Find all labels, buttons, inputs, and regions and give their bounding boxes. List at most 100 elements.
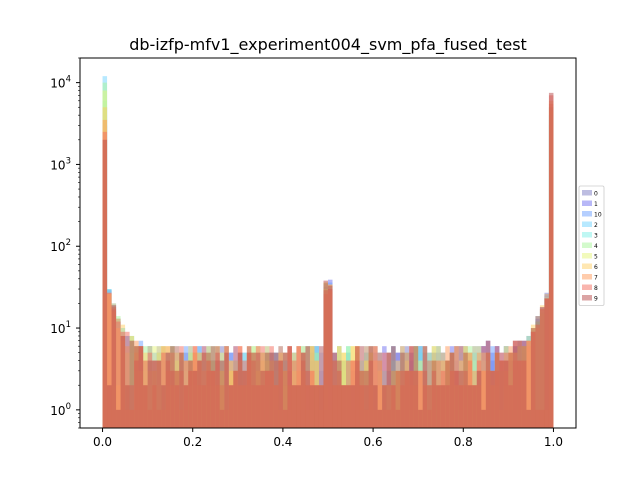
histogram-bar xyxy=(337,360,342,428)
histogram-bar xyxy=(512,340,518,428)
histogram-bar xyxy=(458,370,464,428)
histogram-bar xyxy=(418,370,423,428)
histogram-bars xyxy=(102,76,554,428)
histogram-bar xyxy=(364,370,369,428)
histogram-bar xyxy=(526,340,531,428)
histogram-bar xyxy=(210,346,216,428)
histogram-bar xyxy=(138,346,144,428)
histogram-bar xyxy=(206,352,211,428)
histogram-bar xyxy=(449,352,455,428)
histogram-bar xyxy=(323,280,328,428)
histogram-bar xyxy=(413,346,419,428)
legend-label: 1 xyxy=(594,201,598,208)
legend-swatch xyxy=(582,274,592,280)
histogram-bar xyxy=(494,352,500,428)
histogram-bar xyxy=(309,385,315,428)
histogram-bar xyxy=(422,346,428,428)
histogram-bar xyxy=(125,331,130,428)
histogram-bar xyxy=(539,307,545,428)
legend-swatch xyxy=(582,232,592,238)
histogram-bar xyxy=(548,92,554,428)
legend-label: 0 xyxy=(594,191,598,198)
histogram-bar xyxy=(395,370,401,428)
histogram-bar xyxy=(251,352,256,428)
histogram-bar xyxy=(332,352,338,428)
histogram-bar xyxy=(111,305,117,428)
histogram-bar xyxy=(120,335,126,428)
histogram-bar xyxy=(521,340,527,428)
histogram-bar xyxy=(463,352,468,428)
histogram-bar xyxy=(467,385,473,428)
histogram-bar xyxy=(188,360,193,428)
histogram-bar xyxy=(314,385,319,428)
histogram-bar xyxy=(179,352,184,428)
histogram-bar xyxy=(373,385,378,428)
x-axis: 0.0 0.2 0.4 0.6 0.8 1.0 xyxy=(93,428,563,449)
histogram-bar xyxy=(129,340,135,428)
x-tick-label: 0.2 xyxy=(183,435,202,449)
histogram-bar xyxy=(242,370,247,428)
histogram-bar xyxy=(440,385,446,428)
legend-label: 10 xyxy=(594,212,602,219)
legend-swatch xyxy=(582,295,592,301)
histogram-bar xyxy=(526,409,531,428)
histogram-bar xyxy=(418,409,423,428)
histogram-bar xyxy=(400,352,405,428)
histogram-bar xyxy=(161,385,166,428)
histogram-bar xyxy=(503,360,509,428)
histogram-bar xyxy=(296,385,301,428)
histogram-bar xyxy=(147,360,153,428)
legend-swatch xyxy=(582,211,592,217)
histogram-bar xyxy=(201,352,207,428)
legend-swatch xyxy=(582,221,592,227)
histogram-bar xyxy=(125,385,130,428)
y-axis: 100 101 102 103 104 xyxy=(50,57,80,429)
histogram-bar xyxy=(346,385,351,428)
histogram-bar xyxy=(197,360,202,428)
legend-swatch xyxy=(582,284,592,290)
histogram-bar xyxy=(107,385,112,428)
histogram-bar xyxy=(377,352,383,428)
histogram-bar xyxy=(328,285,333,428)
legend-label: 7 xyxy=(594,275,598,282)
histogram-bar xyxy=(143,385,148,428)
histogram-bar xyxy=(485,340,491,428)
histogram-bar xyxy=(355,346,360,428)
histogram-bar xyxy=(382,385,387,428)
histogram-bar xyxy=(508,352,513,428)
histogram-bar xyxy=(300,352,306,428)
histogram-bar xyxy=(192,370,198,428)
x-tick-label: 0.4 xyxy=(273,435,292,449)
histogram-bar xyxy=(165,352,171,428)
histogram-bar xyxy=(233,370,238,428)
x-tick-label: 0.0 xyxy=(93,435,112,449)
legend-label: 6 xyxy=(594,264,598,271)
histogram-bar xyxy=(476,370,482,428)
y-tick-label: 104 xyxy=(50,75,71,91)
histogram-bar xyxy=(278,360,283,428)
histogram-bar xyxy=(269,352,274,428)
histogram-bar xyxy=(535,316,540,428)
histogram-bar xyxy=(260,370,265,428)
legend: 0 1 10 2 3 4 5 6 7 8 9 xyxy=(578,185,605,306)
histogram-bar xyxy=(107,292,112,428)
histogram-bar xyxy=(183,385,189,428)
histogram-bar xyxy=(156,360,162,428)
legend-label: 9 xyxy=(594,296,598,303)
chart-title: db-izfp-mfv1_experiment004_svm_pfa_fused… xyxy=(129,35,527,55)
legend-label: 8 xyxy=(594,285,598,292)
histogram-bar xyxy=(116,409,121,428)
series-9-bars xyxy=(102,92,554,428)
histogram-bar xyxy=(134,346,139,428)
histogram-bar xyxy=(431,360,437,428)
x-tick-label: 1.0 xyxy=(544,435,563,449)
legend-label: 4 xyxy=(594,243,598,250)
legend-label: 3 xyxy=(594,233,598,240)
legend-swatch xyxy=(582,253,592,259)
histogram-bar xyxy=(228,385,234,428)
histogram-bar xyxy=(472,385,477,428)
histogram-bar xyxy=(544,298,549,428)
histogram-bar xyxy=(287,346,292,428)
histogram-bar xyxy=(170,346,175,428)
